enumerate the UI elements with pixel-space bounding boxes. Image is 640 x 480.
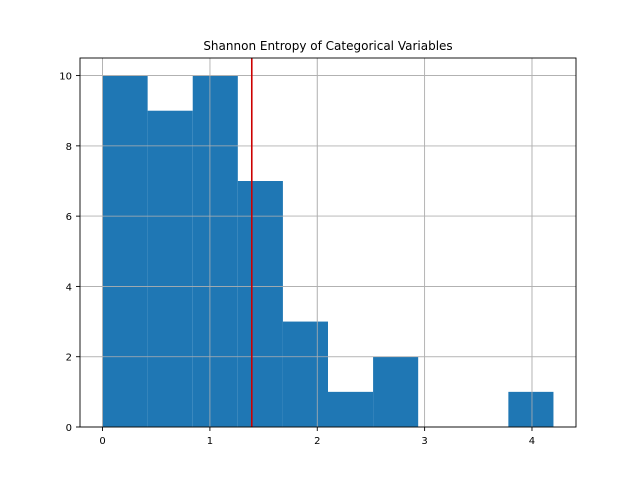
histogram-bar-2	[192, 75, 238, 428]
histogram-bar-1	[147, 110, 193, 427]
y-tick-label-4: 8	[66, 142, 72, 153]
histogram-bar-6	[373, 356, 419, 427]
histogram-bars	[102, 75, 554, 428]
x-tick-label-4: 4	[529, 436, 535, 447]
axis-ticks: 0 1 2 3 4 0 2 4 6 8 10	[59, 72, 535, 447]
x-tick-label-1: 1	[207, 436, 213, 447]
y-tick-label-5: 10	[59, 72, 72, 83]
y-tick-label-0: 0	[66, 423, 72, 434]
axes-frame	[79, 57, 577, 428]
histogram-bar-3	[237, 181, 283, 427]
y-tick-label-1: 2	[66, 353, 72, 364]
histogram-bar-5	[328, 391, 374, 427]
y-tick-label-3: 6	[66, 212, 72, 223]
x-tick-label-2: 2	[314, 436, 320, 447]
histogram-bar-4	[282, 321, 328, 427]
x-tick-label-0: 0	[99, 436, 105, 447]
y-tick-label-2: 4	[66, 282, 72, 293]
plot-frame	[79, 57, 577, 428]
chart-title: Shannon Entropy of Categorical Variables	[203, 39, 452, 53]
x-tick-label-3: 3	[421, 436, 427, 447]
histogram-bar-9	[508, 391, 554, 427]
histogram-bar-0	[102, 75, 148, 428]
